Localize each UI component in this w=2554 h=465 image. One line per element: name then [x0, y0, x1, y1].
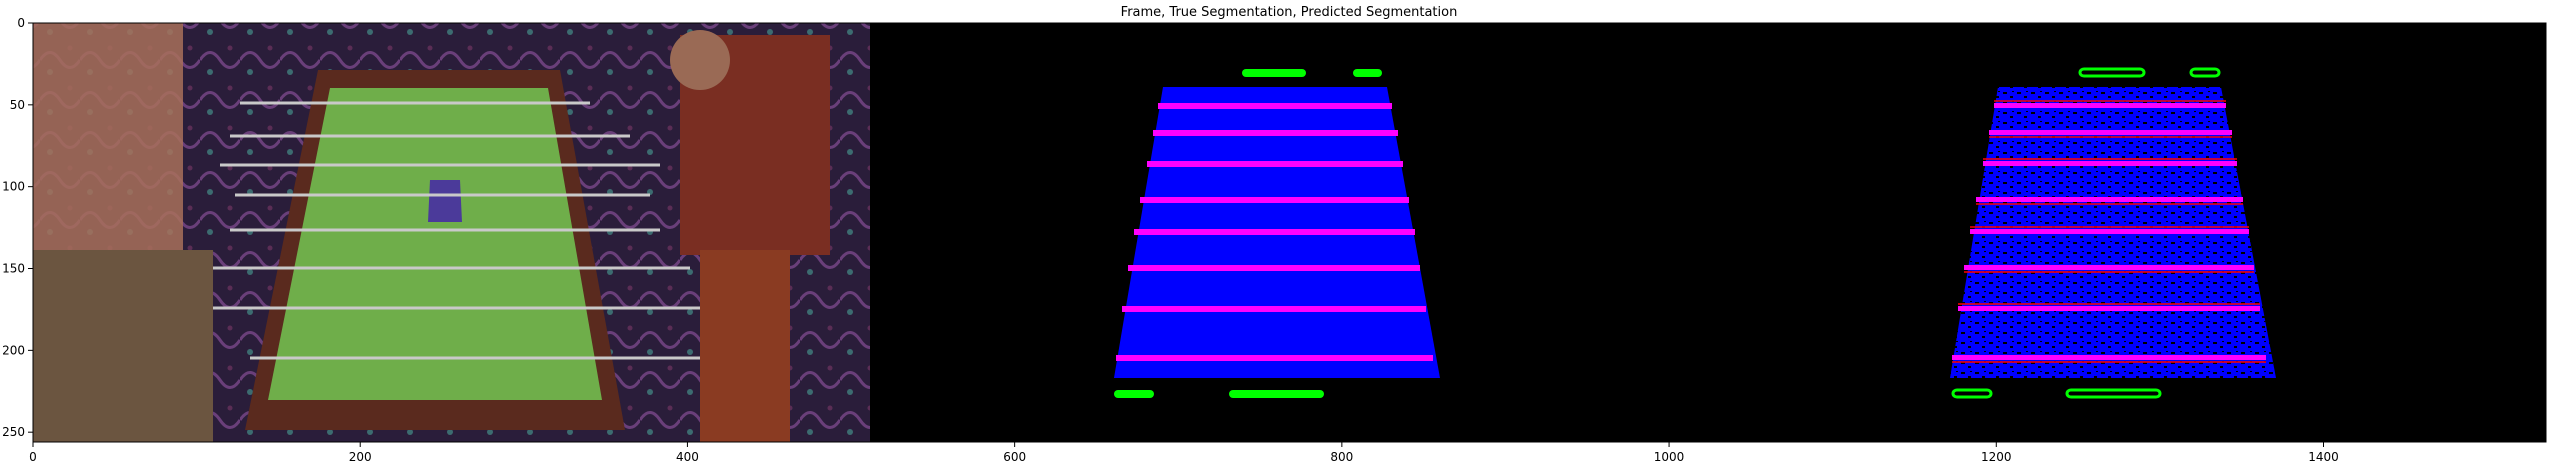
- plot-frame: [32, 22, 2547, 443]
- x-tick-label: 1000: [1654, 450, 1685, 464]
- chart-title: Frame, True Segmentation, Predicted Segm…: [1121, 5, 1458, 20]
- x-tick-label: 1400: [2308, 450, 2339, 464]
- frame-rods: [170, 101, 760, 360]
- x-tick-label: 0: [29, 450, 37, 464]
- x-axis: 0 200 400 600 800 1000 1200 1400: [29, 442, 2339, 464]
- left-player: [33, 23, 213, 442]
- predicted-goals: [1951, 67, 2221, 399]
- predicted-errors: [1952, 100, 2266, 363]
- y-axis: 0 50 100 150 200 250: [2, 16, 33, 439]
- x-tick-label: 600: [1003, 450, 1026, 464]
- predicted-segmentation-panel: [1950, 67, 2276, 399]
- y-tick-label: 200: [2, 343, 25, 357]
- y-tick-label: 150: [2, 262, 25, 276]
- frame-panel: [33, 23, 870, 442]
- x-tick-label: 800: [1330, 450, 1353, 464]
- x-tick-label: 200: [349, 450, 372, 464]
- true-segmentation-panel: [1114, 69, 1440, 398]
- right-player: [670, 30, 830, 442]
- predicted-rods: [1952, 103, 2266, 360]
- y-tick-label: 0: [17, 16, 25, 30]
- true-rods: [1116, 103, 1433, 361]
- x-tick-label: 400: [676, 450, 699, 464]
- y-tick-label: 100: [2, 180, 25, 194]
- y-tick-label: 50: [10, 98, 25, 112]
- true-goals: [1114, 69, 1382, 398]
- plot-area: [33, 23, 2546, 442]
- x-tick-label: 1200: [1981, 450, 2012, 464]
- y-tick-label: 250: [2, 425, 25, 439]
